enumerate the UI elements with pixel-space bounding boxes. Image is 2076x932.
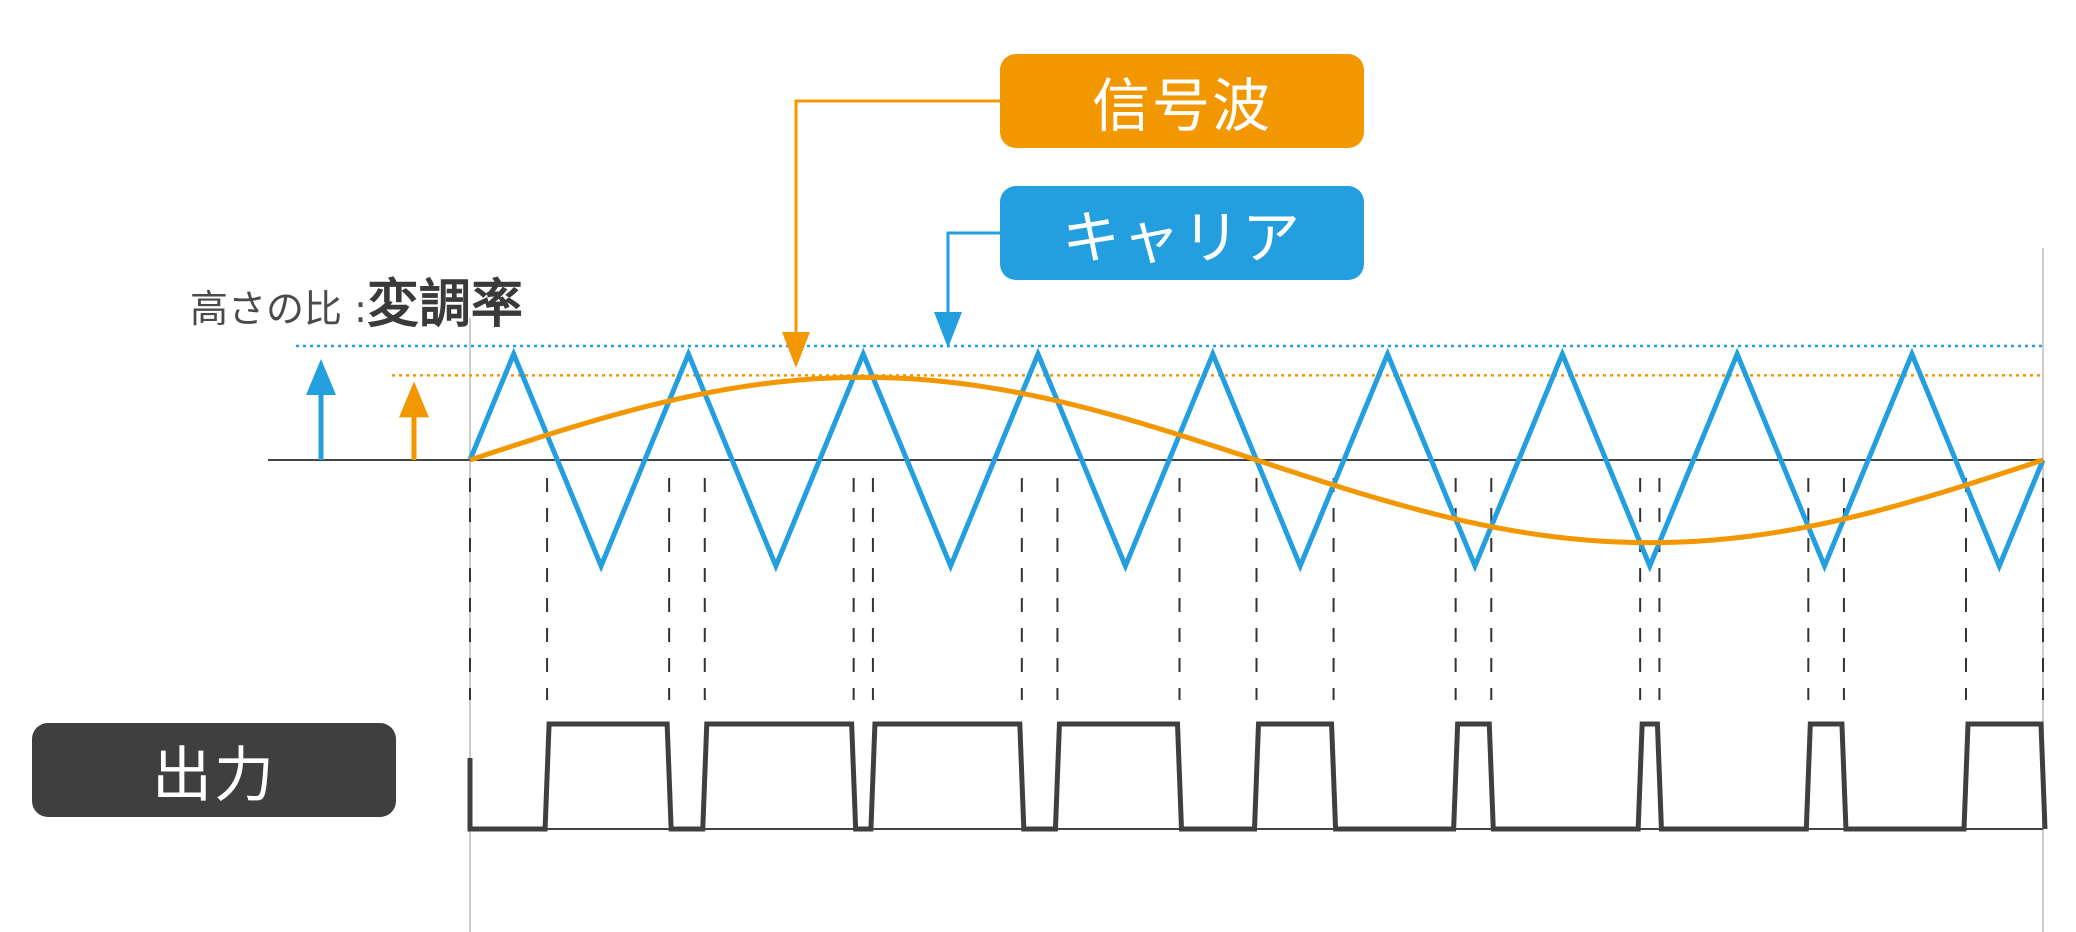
carrier-height-arrow-head: [306, 359, 336, 395]
axis-lines: [268, 459, 2043, 830]
crossing-dashed-lines: [469, 478, 2044, 700]
output-pwm-wave: [467, 721, 2048, 832]
ratio-main-text: 変調率: [366, 275, 523, 335]
carrier-wave-label: キャリア: [1000, 186, 1364, 280]
signal-callout-arrow-line: [794, 99, 1000, 338]
signal-height-arrow-head: [399, 381, 429, 418]
amplitude-reference-lines: [296, 344, 2043, 377]
output-label: 出力: [32, 723, 396, 817]
signal-wave-label: 信号波: [1000, 54, 1364, 148]
ratio-prefix-text: 高さの比 :: [190, 287, 367, 331]
signal-callout-arrow-head: [782, 332, 810, 368]
signal-sine-wave: [469, 374, 2044, 546]
annotation-arrows: [306, 99, 1000, 460]
carrier-callout-arrow-head: [934, 312, 962, 348]
carrier-callout-arrow-line: [946, 231, 1000, 318]
modulation-ratio-label: 高さの比 : 変調率: [190, 262, 523, 335]
